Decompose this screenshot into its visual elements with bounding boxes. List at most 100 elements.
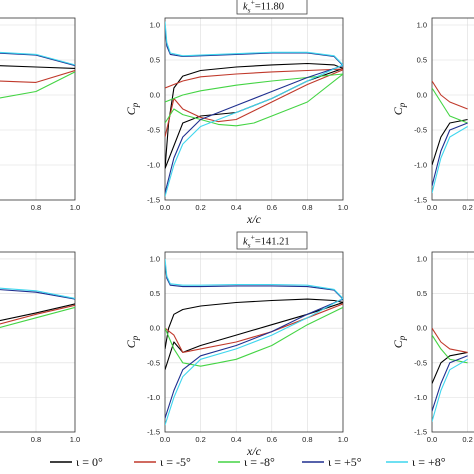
series-line	[432, 80, 468, 110]
annotation-sup: +	[251, 0, 255, 7]
y-axis-title-sub: p	[130, 335, 140, 341]
y-tick-label: -1.0	[147, 161, 160, 170]
x-tick-label: 0.8	[31, 203, 41, 212]
y-axis-title-main: C	[124, 106, 138, 115]
y-tick-label: 0.0	[150, 91, 160, 100]
series-line	[432, 355, 468, 412]
y-tick-label: 1.0	[150, 254, 160, 263]
series-group-top-right	[432, 80, 468, 194]
y-tick-label: -1.5	[147, 196, 160, 205]
x-tick-label: 0.4	[231, 203, 241, 212]
x-tick-label: 0.2	[195, 203, 205, 212]
series-line	[165, 73, 343, 127]
series-line	[432, 358, 468, 422]
series-line	[432, 122, 468, 187]
y-tick-label: -1.0	[147, 393, 160, 402]
series-line	[0, 303, 75, 322]
grid-top-left	[0, 18, 75, 200]
panel-top-middle: -1.5 -1.0 -0.5 0.0 0.5 1.0 0.0 0.2 0.4 0.6 0.8 1.0 C…	[124, 0, 348, 226]
y-axis-title-sub: p	[130, 102, 140, 108]
annotation-value: =11.80	[255, 2, 284, 13]
annotation-var: k	[243, 2, 248, 13]
series-line	[0, 306, 75, 328]
series-line	[432, 87, 468, 124]
series-line	[165, 21, 343, 66]
series-line	[0, 52, 75, 67]
series-group-top-middle	[165, 21, 343, 197]
y-tick-label: -0.5	[414, 358, 427, 367]
series-line	[165, 297, 343, 426]
x-tick-label: 1.0	[70, 435, 80, 444]
x-tick-label: 0.8	[302, 203, 312, 212]
y-axis-title-main: C	[391, 339, 405, 348]
series-line	[165, 24, 343, 66]
series-line	[165, 65, 343, 194]
y-tick-label: -1.5	[414, 428, 427, 437]
series-line	[165, 306, 343, 367]
x-tick-label: 0.0	[160, 203, 170, 212]
x-tick-label: 1.0	[338, 435, 348, 444]
annotation-sup: +	[251, 233, 255, 242]
series-line	[165, 68, 343, 89]
annotation-text: ks+=11.80	[243, 0, 284, 15]
grid-bottom-middle	[165, 252, 343, 432]
series-line	[0, 304, 75, 325]
legend-label: ι = +5°	[328, 455, 362, 469]
grid-bottom-left	[0, 252, 75, 432]
x-tick-label: 0.0	[427, 203, 437, 212]
panel-top-left: 0.8 1.0	[0, 17, 80, 212]
x-axis-title: x/c	[246, 212, 262, 226]
grid-top-middle	[165, 18, 343, 200]
y-tick-label: 0.0	[417, 91, 427, 100]
panel-bottom-right: -1.5 -1.0 -0.5 0.0 0.5 1.0 0.0 0.2 Cp	[391, 251, 474, 444]
x-tick-label: 0.0	[160, 435, 170, 444]
grid-bottom-right	[432, 252, 474, 432]
y-tick-label: -1.0	[414, 393, 427, 402]
series-line	[165, 69, 343, 138]
series-line	[165, 64, 343, 197]
y-axis-title-sub: p	[397, 102, 407, 108]
series-line	[165, 301, 343, 370]
x-tick-label: 1.0	[70, 203, 80, 212]
y-tick-label: -1.5	[414, 196, 427, 205]
panel-bottom-middle: -1.5 -1.0 -0.5 0.0 0.5 1.0 0.0 0.2 0.4 0.6 0.8 1.0 C…	[124, 231, 348, 458]
series-line	[165, 258, 343, 299]
y-tick-label: -0.5	[147, 358, 160, 367]
y-tick-label: 1.0	[417, 254, 427, 263]
x-tick-label: 0.2	[462, 203, 472, 212]
panel-top-right: -1.5 -1.0 -0.5 0.0 0.5 1.0 0.0 0.2 Cp	[391, 17, 474, 212]
series-line	[0, 287, 75, 299]
series-line	[165, 298, 343, 349]
y-axis-title: Cp	[391, 335, 407, 348]
y-tick-label: 1.0	[417, 21, 427, 30]
series-group-top-left	[0, 51, 75, 99]
y-axis-title: Cp	[391, 102, 407, 115]
y-tick-label: -0.5	[147, 126, 160, 135]
y-tick-label: -0.5	[414, 126, 427, 135]
x-tick-label: 0.6	[267, 435, 277, 444]
y-tick-label: 0.5	[150, 56, 160, 65]
y-tick-label: 0.5	[417, 289, 427, 298]
annotation-box	[236, 0, 308, 15]
x-tick-label: 0.2	[462, 435, 472, 444]
legend-label: ι = -8°	[244, 455, 275, 469]
legend-label: ι = 0°	[76, 455, 103, 469]
series-line	[0, 51, 75, 66]
y-tick-label: 0.5	[150, 289, 160, 298]
series-line	[432, 327, 468, 353]
series-group-bottom-right	[432, 327, 468, 422]
legend-label: ι = -5°	[160, 455, 191, 469]
panel-bottom-left: 0.8 1.0	[0, 251, 80, 444]
series-line	[432, 118, 468, 166]
x-tick-label: 0.2	[195, 435, 205, 444]
y-tick-label: 0.0	[150, 324, 160, 333]
annotation-text: ks+=141.21	[243, 233, 290, 250]
series-line	[432, 351, 468, 384]
plot-frame-bottom-middle	[164, 251, 344, 433]
x-tick-label: 0.0	[427, 435, 437, 444]
series-line	[432, 334, 468, 364]
y-axis-title-main: C	[391, 106, 405, 115]
series-line	[0, 69, 75, 83]
annotation-var: k	[243, 237, 248, 248]
